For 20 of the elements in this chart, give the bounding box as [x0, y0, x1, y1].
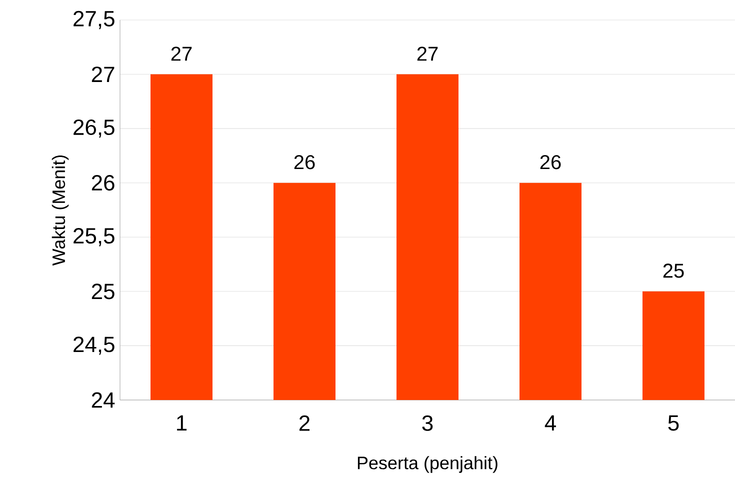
x-tick-label: 4 — [544, 415, 556, 430]
x-tick-label: 2 — [299, 415, 310, 431]
y-axis-title: Waktu (Menit) — [52, 155, 69, 266]
x-tick-label: 5 — [668, 415, 679, 431]
y-tick-label: 26 — [92, 175, 114, 191]
y-tick-label: 25 — [92, 284, 114, 300]
x-axis-title: Peserta (penjahit) — [358, 456, 498, 473]
data-label: 26 — [294, 155, 315, 170]
x-tick-label: 3 — [422, 415, 433, 431]
data-label: 26 — [540, 155, 561, 170]
data-label: 27 — [171, 46, 192, 61]
x-tick-label: 1 — [177, 415, 187, 430]
y-tick-label: 27,5 — [74, 10, 114, 30]
y-tick-label: 24 — [92, 392, 115, 408]
data-label: 27 — [417, 46, 438, 61]
data-label: 25 — [663, 264, 684, 278]
y-tick-label: 27 — [92, 66, 114, 82]
y-tick-label: 25,5 — [74, 228, 114, 246]
y-tick-label: 26,5 — [74, 119, 114, 138]
y-tick-label: 24,5 — [74, 336, 114, 355]
